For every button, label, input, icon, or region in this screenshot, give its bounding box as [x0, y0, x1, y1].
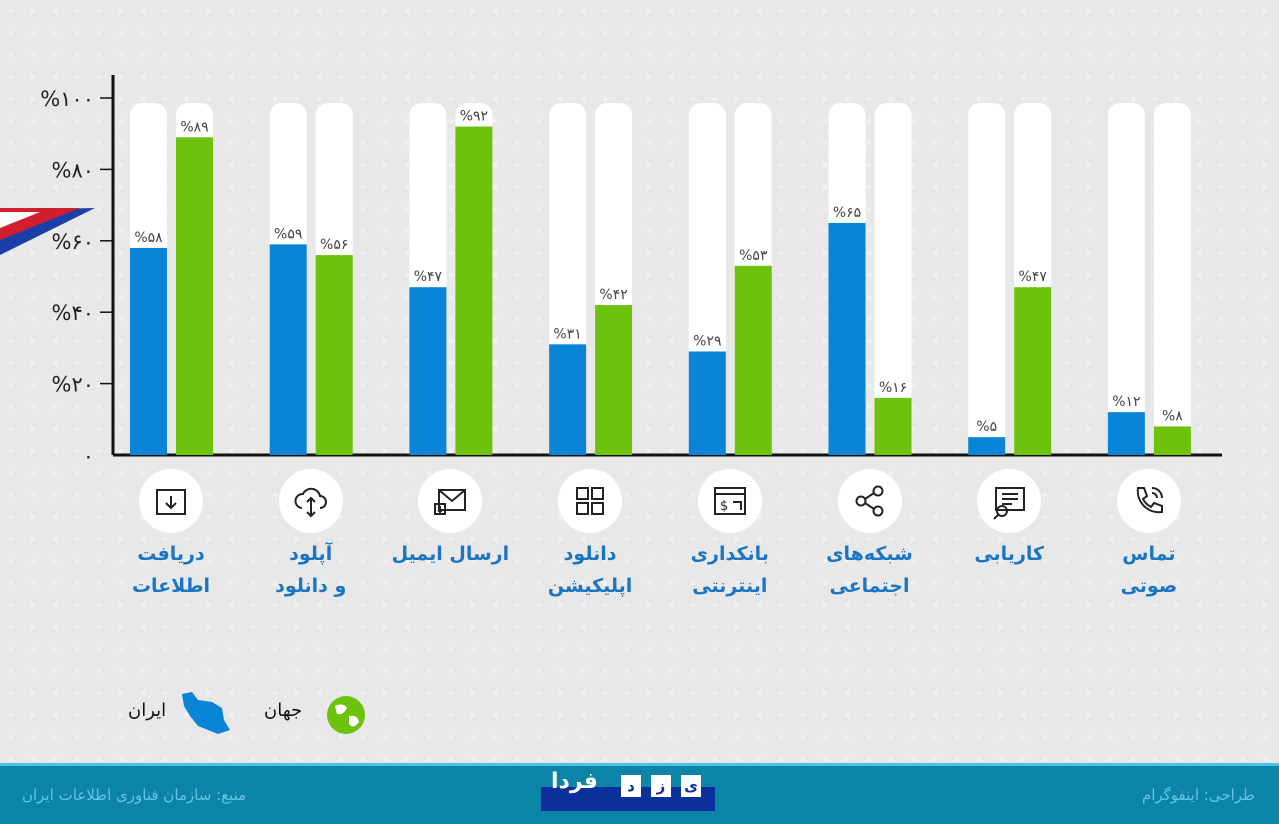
- data-label: %۵۹: [274, 226, 302, 242]
- category-label-line: و دانلود: [275, 575, 347, 597]
- folder-download-icon: [139, 469, 203, 533]
- data-label: %۲۹: [693, 333, 721, 349]
- y-tick-label: %۴۰: [51, 301, 94, 325]
- svg-text:$: $: [720, 499, 728, 514]
- category-label-line: بانکداری: [690, 543, 769, 565]
- bar-world: [595, 305, 633, 455]
- bar-world: [1014, 287, 1052, 455]
- phone-call-icon: [1116, 469, 1181, 533]
- data-label: %۱۲: [1112, 394, 1140, 410]
- data-label: %۵: [976, 419, 997, 435]
- data-label: %۸: [1162, 408, 1183, 424]
- bar-iran: [549, 344, 587, 455]
- data-label: %۱۶: [879, 380, 907, 396]
- bar-track: [1153, 103, 1191, 455]
- email-send-icon: [418, 469, 483, 533]
- category-label-line: دانلود: [563, 543, 617, 565]
- category-label-line: صوتی: [1120, 575, 1178, 597]
- globe-icon: [327, 696, 365, 734]
- category-label-line: ارسال ایمیل: [391, 543, 510, 565]
- category-label: بانکداری اینترنتی: [665, 538, 795, 602]
- bar-iran: [688, 351, 726, 455]
- bar-track: [874, 103, 912, 455]
- category-label: دانلود اپلیکیشن: [525, 538, 655, 602]
- source-text: منبع: سازمان فناوری اطلاعات ایران: [22, 786, 247, 804]
- y-tick-label: %۸۰: [51, 158, 94, 182]
- data-label: %۴۲: [599, 287, 627, 303]
- internet-banking-icon: $: [697, 469, 762, 533]
- category-label-line: اجتماعی: [829, 575, 910, 597]
- bar-world: [176, 137, 213, 455]
- bar-iran: [409, 287, 447, 455]
- category-label: شبکه‌های اجتماعی: [805, 538, 935, 602]
- bar-world: [1153, 426, 1191, 455]
- bar-world: [315, 255, 353, 455]
- bar-world: [734, 265, 772, 455]
- category-label-line: اینترنتی: [692, 575, 768, 597]
- cloud-upload-download-icon: [278, 469, 343, 533]
- category-label: دریافت اطلاعات: [106, 538, 236, 602]
- category-label-line: اطلاعات: [131, 575, 211, 597]
- data-label: %۶۵: [833, 205, 861, 221]
- data-label: %۵۳: [739, 248, 768, 264]
- category-label: آپلود و دانلود: [246, 538, 376, 602]
- data-label: %۴۷: [414, 269, 443, 285]
- y-tick-label: ۰: [83, 444, 94, 468]
- legend-iran-label: ایران: [128, 700, 167, 721]
- bar-world: [455, 126, 493, 455]
- legend-iran: ایران: [128, 700, 166, 721]
- category-label-line: کاریابی: [974, 543, 1045, 565]
- bar-track: [968, 103, 1006, 455]
- category-label: کاریابی: [944, 538, 1074, 570]
- background: [0, 0, 1279, 763]
- y-tick-label: %۶۰: [51, 230, 94, 254]
- app-grid-icon: [558, 469, 623, 533]
- category-label-line: تماس: [1122, 543, 1176, 565]
- category-label: تماس صوتی: [1084, 538, 1214, 602]
- data-label: %۵۸: [134, 230, 163, 246]
- bar-iran: [130, 247, 167, 455]
- bar-iran: [828, 222, 866, 455]
- share-network-icon: [837, 469, 902, 533]
- job-search-icon: [977, 469, 1042, 533]
- bar-chart: ۰ %۲۰ %۴۰ %۶۰ %۸۰ %۱۰۰ %۵۸ %۸۹ %۵۹ %۵۶ %۴۷ %۹۲ %۳۱ %۴…: [0, 75, 1222, 468]
- data-label: %۴۷: [1019, 269, 1048, 285]
- category-label-line: آپلود: [289, 543, 333, 565]
- logo: فردا د ز ی: [541, 769, 715, 811]
- category-label: ارسال ایمیل: [385, 538, 515, 570]
- iran-map-icon: [182, 692, 230, 734]
- legend-world: جهان: [264, 700, 302, 721]
- ribbon-decoration: [0, 212, 40, 228]
- bar-track: [1107, 103, 1145, 455]
- designer-text: طراحی: اینفوگرام: [1141, 786, 1255, 804]
- data-label: %۵۶: [320, 237, 348, 253]
- category-label-line: دریافت: [137, 543, 205, 565]
- category-label-line: اپلیکیشن: [547, 575, 633, 597]
- category-label-line: شبکه‌های: [826, 543, 913, 565]
- bar-world: [874, 397, 912, 455]
- bar-iran: [269, 244, 307, 455]
- data-label: %۹۲: [460, 109, 488, 125]
- bar-iran: [1107, 412, 1145, 455]
- bar-iran: [968, 437, 1006, 455]
- footer: منبع: سازمان فناوری اطلاعات ایران فردا د…: [0, 763, 1279, 824]
- data-label: %۸۹: [180, 119, 208, 135]
- data-label: %۳۱: [553, 326, 581, 342]
- legend-world-label: جهان: [264, 700, 303, 721]
- y-tick-label: %۲۰: [51, 373, 94, 397]
- y-tick-label: %۱۰۰: [40, 87, 94, 111]
